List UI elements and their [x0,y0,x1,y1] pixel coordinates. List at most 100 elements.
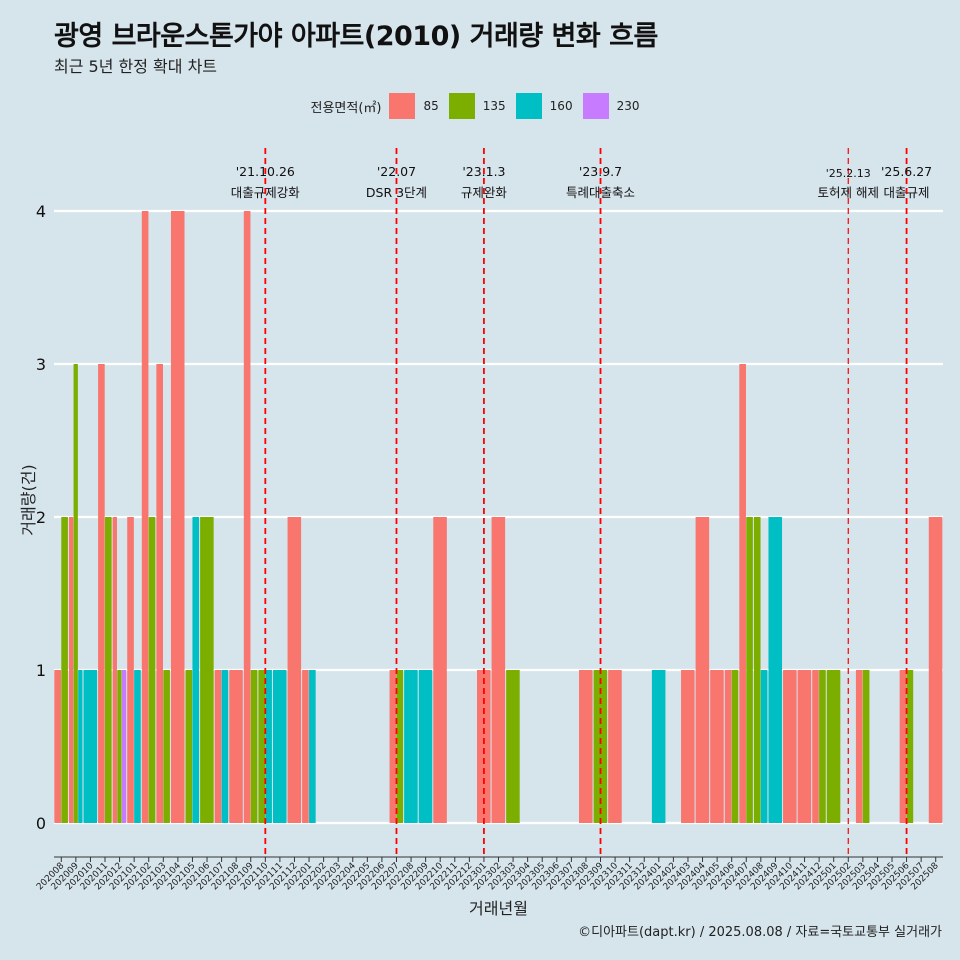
bar-160-202111 [272,670,287,823]
bar-135-202412 [819,670,826,823]
bar-135-202105 [185,670,193,823]
bar-85-202403 [681,670,695,823]
bar-85-202009 [68,517,74,823]
bar-85-202102 [141,211,149,823]
bar-160-202208 [404,670,418,823]
event-name-label: 토허제 해제 [818,185,879,200]
bar-85-202201 [302,670,309,823]
chart-subtitle: 최근 5년 한정 확대 차트 [54,57,218,76]
bar-135-202106 [200,517,214,823]
legend-title: 전용면적(㎡) [310,100,382,116]
x-axis-title: 거래년월 [469,899,528,918]
bar-85-202107 [214,670,222,823]
bar-85-202508 [928,517,943,823]
bar-85-202410 [783,670,797,823]
y-tick-label: 1 [36,661,46,680]
legend-swatch-85 [389,93,416,119]
bar-85-202406 [724,670,732,823]
y-tick-label: 0 [36,814,46,833]
event-date-label: '21.10.26 [236,164,295,179]
legend-item-160: 160 [515,93,573,119]
bar-135-202501 [826,670,841,823]
legend: 전용면적(㎡) 85 135 160 230 [0,93,960,119]
bar-85-202207 [389,670,397,823]
legend-item-85: 85 [389,93,439,119]
bar-230-202012 [121,670,127,823]
bar-160-202101 [134,670,141,823]
bar-85-202112 [287,517,302,823]
bar-160-202107 [221,670,229,823]
bar-85-202109 [243,211,251,823]
bar-85-202308 [579,670,593,823]
bar-135-202207 [396,670,404,823]
bar-135-202008 [61,517,68,823]
bar-85-202012 [112,517,117,823]
bar-160-202105 [192,517,200,823]
bar-85-202503 [855,670,863,823]
bar-135-202012 [117,670,122,823]
bar-135-202011 [105,517,112,823]
bar-85-202008 [54,670,61,823]
y-tick-label: 3 [36,355,46,374]
bar-160-202010 [83,670,98,823]
bar-135-202109 [250,670,258,823]
bar-85-202103 [156,364,164,823]
y-tick-label: 4 [36,202,46,221]
event-name-label: 대출규제강화 [231,185,301,200]
legend-label-85: 85 [423,99,439,113]
bar-135-202102 [148,517,156,823]
legend-swatch-230 [582,93,609,119]
bar-85-202411 [797,670,812,823]
bar-85-202302 [491,517,506,823]
bar-160-202009 [78,670,83,823]
y-axis-title: 거래량(건) [19,464,38,535]
bar-85-202412 [812,670,819,823]
event-name-label: 규제완화 [461,185,508,200]
bar-85-202210 [433,517,447,823]
bar-85-202506 [899,670,907,823]
bar-85-202104 [170,211,185,823]
bar-135-202503 [862,670,870,823]
bar-135-202103 [163,670,170,823]
bar-135-202303 [506,670,520,823]
bar-160-202408 [760,670,768,823]
bar-85-202405 [710,670,724,823]
bar-85-202011 [98,364,105,823]
event-name-label: 특례대출축소 [566,185,635,200]
bar-135-202506 [906,670,914,823]
bar-135-202110 [258,670,266,823]
bar-85-202407 [739,364,746,823]
event-name-label: 대출규제 [884,185,930,200]
event-date-label: '25.2.13 [826,167,871,180]
legend-item-230: 230 [582,93,640,119]
bar-160-202209 [418,670,433,823]
source-caption: ©디아파트(dapt.kr) / 2025.08.08 / 자료=국토교통부 실… [578,925,942,940]
bar-160-202110 [265,670,272,823]
bar-85-202404 [695,517,710,823]
y-tick-label: 2 [36,508,46,527]
bar-135-202009 [73,364,78,823]
legend-label-230: 230 [616,99,640,113]
event-date-label: '23.1.3 [462,164,505,179]
legend-label-160: 160 [549,99,573,113]
legend-swatch-160 [515,93,542,119]
bar-85-202101 [127,517,134,823]
bar-135-202408 [753,517,761,823]
chart-title: 광영 브라운스톤가야 아파트(2010) 거래량 변화 흐름 [54,21,658,52]
bar-160-202409 [768,517,783,823]
bar-135-202407 [746,517,753,823]
bar-85-202310 [608,670,622,823]
legend-label-135: 135 [482,99,506,113]
event-date-label: '22.07 [377,164,416,179]
legend-swatch-135 [448,93,475,119]
bar-135-202406 [731,670,739,823]
legend-item-135: 135 [448,93,506,119]
bar-160-202401 [651,670,666,823]
event-name-label: DSR 3단계 [366,185,427,200]
bar-135-202309 [593,670,608,823]
bar-160-202201 [309,670,316,823]
bar-85-202108 [229,670,243,823]
bar-85-202301 [477,670,491,823]
event-date-label: '25.6.27 [881,164,932,179]
